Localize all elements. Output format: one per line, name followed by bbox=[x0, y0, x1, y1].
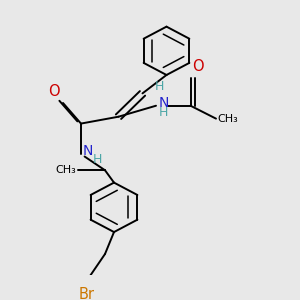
Text: N: N bbox=[159, 96, 169, 110]
Text: Br: Br bbox=[79, 287, 95, 300]
Text: H: H bbox=[92, 153, 102, 166]
Text: N: N bbox=[82, 144, 93, 158]
Text: CH₃: CH₃ bbox=[218, 114, 238, 124]
Text: O: O bbox=[192, 59, 204, 74]
Text: CH₃: CH₃ bbox=[56, 165, 76, 175]
Text: H: H bbox=[159, 106, 168, 119]
Text: H: H bbox=[154, 80, 164, 93]
Text: O: O bbox=[48, 84, 60, 99]
